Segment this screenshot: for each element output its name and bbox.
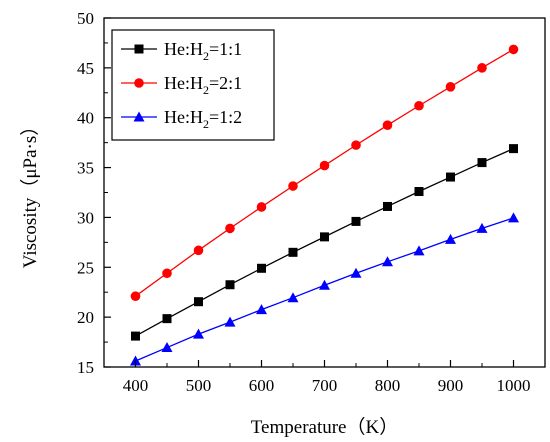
data-point bbox=[162, 268, 172, 279]
legend-label: He:H2=1:1 bbox=[164, 39, 242, 63]
y-tick-label: 50 bbox=[77, 9, 94, 28]
series-0 bbox=[131, 144, 518, 341]
data-point bbox=[414, 100, 424, 111]
legend-entry: He:H2=2:1 bbox=[121, 73, 242, 97]
data-point bbox=[414, 187, 424, 197]
x-tick-label: 700 bbox=[312, 376, 338, 395]
legend-entry: He:H2=1:2 bbox=[121, 107, 242, 131]
data-point bbox=[477, 63, 487, 73]
data-point bbox=[193, 328, 204, 339]
y-tick-label: 30 bbox=[77, 208, 94, 227]
data-point bbox=[256, 304, 267, 315]
data-point bbox=[193, 245, 204, 256]
x-tick-label: 1000 bbox=[497, 376, 531, 395]
legend-entry: He:H2=1:1 bbox=[121, 39, 242, 63]
data-point bbox=[319, 279, 330, 290]
x-tick-label: 900 bbox=[438, 376, 464, 395]
legend-label: He:H2=1:2 bbox=[164, 107, 242, 131]
data-point bbox=[509, 144, 518, 154]
series-1 bbox=[130, 44, 519, 302]
data-point bbox=[162, 314, 172, 324]
y-tick-label: 35 bbox=[77, 159, 94, 178]
data-point bbox=[320, 232, 329, 242]
legend: He:H2=1:1 He:H2=2:1 He:H2=1:2 bbox=[111, 29, 275, 141]
y-tick-label: 40 bbox=[77, 109, 94, 128]
data-point bbox=[351, 216, 361, 226]
data-point bbox=[445, 82, 456, 92]
legend-marker bbox=[134, 78, 144, 88]
x-tick-label: 600 bbox=[249, 376, 275, 395]
axes: 400 500 600 700 800 900 1000 15 20 25 30 35 40 45 50 bbox=[77, 9, 546, 395]
data-point bbox=[194, 297, 203, 307]
data-point bbox=[256, 202, 267, 212]
y-tick-label: 15 bbox=[77, 358, 94, 377]
y-tick-label: 25 bbox=[77, 258, 94, 277]
y-axis-title: Viscosity（μPa·s） bbox=[19, 117, 41, 269]
x-tick-label: 500 bbox=[186, 376, 212, 395]
data-point bbox=[287, 292, 299, 303]
series-line bbox=[135, 148, 514, 337]
x-tick-label: 800 bbox=[375, 376, 401, 395]
data-point bbox=[288, 181, 298, 191]
data-point bbox=[382, 256, 393, 267]
data-point bbox=[225, 280, 235, 290]
data-point bbox=[319, 160, 330, 171]
y-tick-label: 20 bbox=[77, 308, 94, 327]
data-point bbox=[161, 342, 173, 353]
y-tick-label: 45 bbox=[77, 59, 94, 78]
legend-marker bbox=[134, 44, 144, 54]
data-point bbox=[224, 316, 236, 327]
data-point bbox=[257, 263, 266, 273]
data-point bbox=[446, 172, 455, 182]
data-point bbox=[477, 158, 487, 168]
data-point bbox=[350, 267, 362, 278]
data-point bbox=[383, 201, 392, 211]
legend-label: He:H2=2:1 bbox=[164, 73, 242, 97]
data-point bbox=[445, 233, 456, 244]
data-point bbox=[130, 291, 141, 302]
x-tick-label: 400 bbox=[123, 376, 149, 395]
data-point bbox=[131, 331, 140, 341]
data-point bbox=[288, 247, 298, 257]
data-point bbox=[508, 44, 519, 55]
legend-marker bbox=[133, 111, 145, 122]
plot-marks bbox=[130, 44, 519, 366]
data-point bbox=[382, 120, 393, 130]
data-point bbox=[508, 212, 519, 223]
data-point bbox=[413, 245, 425, 256]
data-point bbox=[351, 140, 361, 150]
data-point bbox=[476, 222, 488, 233]
data-point bbox=[225, 223, 235, 234]
series-2 bbox=[130, 212, 519, 366]
x-axis-title: Temperature（K） bbox=[251, 416, 398, 438]
